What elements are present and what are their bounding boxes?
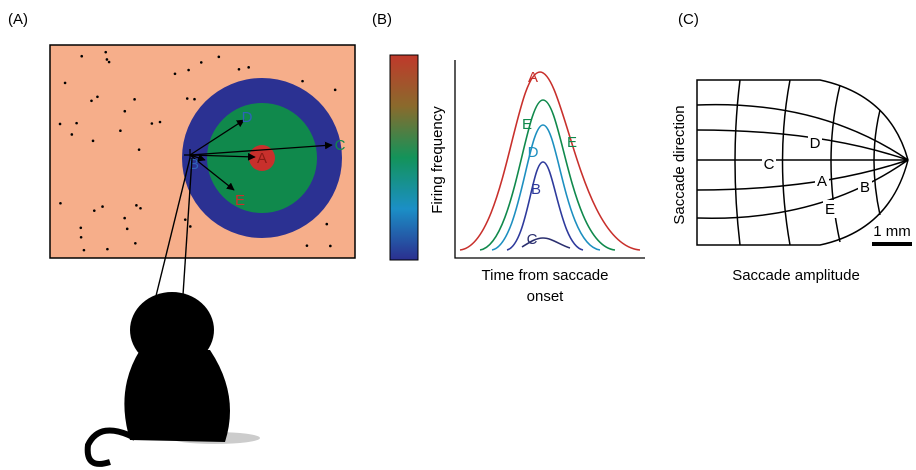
- axes: [454, 60, 645, 259]
- dot: [101, 205, 104, 208]
- curve-label: A: [528, 69, 538, 86]
- dot: [63, 81, 67, 85]
- curve-label: E: [567, 134, 577, 151]
- dot: [185, 97, 189, 100]
- site-label: C: [764, 156, 775, 173]
- x-axis-label: Saccade amplitude: [732, 267, 860, 284]
- y-axis-label: Firing frequency: [429, 106, 446, 214]
- dot: [119, 129, 122, 133]
- dot: [135, 204, 138, 207]
- dot: [217, 55, 221, 59]
- dot: [137, 148, 141, 151]
- dot: [123, 216, 126, 220]
- gaze-lines: [154, 157, 193, 301]
- curves: [459, 71, 641, 251]
- curve-label: C: [527, 231, 538, 248]
- dot: [134, 241, 137, 245]
- site-label: A: [817, 173, 827, 190]
- site-label: E: [825, 201, 835, 218]
- curve-label: E: [522, 116, 532, 133]
- dot: [59, 201, 62, 205]
- dot: [123, 109, 127, 113]
- dot: [305, 244, 309, 247]
- dot: [133, 98, 136, 101]
- monkey: [84, 292, 260, 467]
- dot: [106, 247, 109, 251]
- dot: [105, 58, 109, 61]
- dot: [329, 244, 332, 248]
- dot: [193, 97, 196, 101]
- dot: [183, 218, 187, 221]
- dot: [75, 121, 78, 125]
- colorbar: [389, 54, 419, 261]
- x-axis-label: onset: [527, 288, 565, 305]
- dot: [139, 206, 142, 210]
- dot: [90, 99, 93, 103]
- dot: [247, 66, 250, 69]
- site-labels: [762, 134, 872, 218]
- dot: [150, 122, 154, 125]
- saccade-arrows: [184, 119, 333, 191]
- panel-label: (B): [372, 11, 392, 28]
- scale-bar-label: 1 mm: [873, 223, 911, 240]
- dot: [158, 120, 162, 124]
- curve-label: B: [531, 181, 541, 198]
- dot: [187, 68, 190, 72]
- dot: [79, 235, 83, 239]
- dot: [82, 248, 86, 252]
- dot: [70, 133, 74, 136]
- dot: [125, 227, 129, 231]
- site-label: D: [810, 135, 821, 152]
- dot: [58, 122, 62, 126]
- dot: [79, 226, 83, 230]
- ring-center: [249, 145, 275, 171]
- site-label: B: [860, 179, 870, 196]
- target-label: A: [257, 150, 267, 167]
- dot: [333, 88, 337, 92]
- collicular-map: [696, 79, 909, 246]
- dot: [325, 222, 329, 226]
- target-label: B: [189, 156, 199, 173]
- dot: [189, 225, 192, 228]
- target-label: C: [335, 137, 346, 154]
- dots: [58, 50, 337, 252]
- y-axis-label: Saccade direction: [671, 105, 688, 224]
- panel-label: (C): [678, 11, 699, 28]
- dot: [104, 50, 108, 54]
- x-axis-label: Time from saccade: [482, 267, 609, 284]
- panel-label: (A): [8, 11, 28, 28]
- dot: [301, 79, 304, 83]
- dot: [96, 95, 99, 99]
- dot: [199, 61, 203, 64]
- dot: [107, 60, 111, 64]
- dot: [80, 54, 84, 58]
- target-label: E: [235, 192, 245, 209]
- target-label: D: [242, 109, 253, 126]
- dot: [92, 209, 96, 212]
- dot: [237, 67, 241, 71]
- dot: [173, 72, 177, 76]
- curve-label: D: [528, 144, 539, 161]
- dot: [91, 139, 95, 143]
